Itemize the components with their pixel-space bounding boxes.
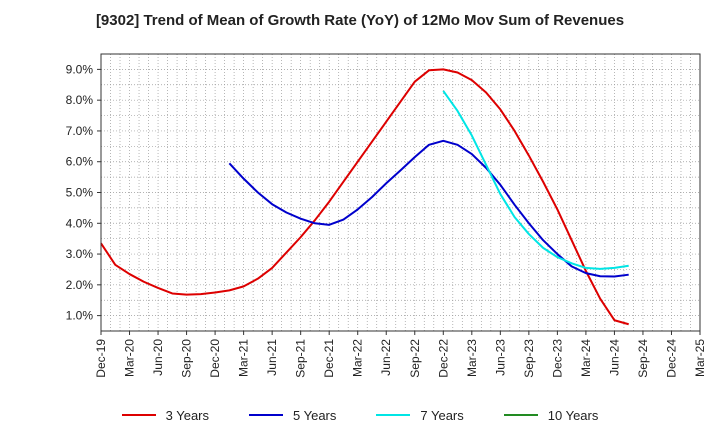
chart-title: [9302] Trend of Mean of Growth Rate (YoY… [95, 12, 625, 29]
x-tick-label: Jun-22 [379, 339, 393, 376]
x-tick-label: Dec-20 [208, 339, 222, 378]
legend-item: 7 Years [376, 407, 464, 423]
x-tick-label: Mar-24 [579, 339, 593, 377]
x-tick-label: Jun-24 [607, 339, 621, 376]
legend-label: 10 Years [547, 407, 599, 423]
legend-item: 10 Years [503, 407, 599, 423]
y-tick-label: 4.0% [66, 216, 94, 230]
legend-item: 5 Years [249, 408, 336, 423]
legend-label: 3 Years [165, 407, 209, 423]
legend-swatch [249, 414, 283, 416]
x-tick-label: Sep-20 [180, 339, 194, 378]
legend-swatch [121, 414, 156, 416]
plot-frame [100, 53, 701, 332]
x-tick-label: Dec-23 [550, 339, 564, 378]
x-tick-label: Dec-21 [322, 339, 336, 378]
y-tick-label: 6.0% [66, 155, 94, 169]
series-line-7-years [442, 90, 629, 270]
x-tick-label: Mar-22 [351, 339, 365, 377]
y-tick-label: 9.0% [66, 62, 94, 76]
y-tick-label: 2.0% [66, 278, 94, 292]
y-tick-label: 8.0% [66, 93, 94, 107]
x-tick-label: Dec-19 [94, 339, 108, 378]
x-axis: Dec-19 Mar-20 Jun-20 Sep-20 Dec-20 Mar-21 Jun-… [94, 331, 707, 378]
legend-swatch [376, 414, 411, 416]
legend-label: 5 Years [293, 407, 337, 423]
series-line-5-years [228, 139, 629, 278]
y-tick-label: 5.0% [66, 186, 94, 200]
x-tick-label: Mar-23 [465, 339, 479, 377]
legend-label: 7 Years [420, 407, 464, 423]
x-tick-label: Sep-24 [636, 339, 650, 378]
x-tick-label: Jun-23 [493, 339, 507, 376]
y-tick-label: 1.0% [66, 309, 94, 323]
x-tick-label: Sep-23 [522, 339, 536, 378]
x-tick-label: Sep-22 [408, 339, 422, 378]
x-tick-label: Mar-25 [693, 339, 707, 377]
legend-item: 3 Years [121, 407, 209, 423]
x-tick-label: Sep-21 [294, 339, 308, 378]
grid [100, 53, 701, 331]
series-line-3-years [100, 68, 629, 326]
y-tick-label: 7.0% [66, 124, 94, 138]
x-tick-label: Dec-24 [664, 339, 678, 378]
series-layer [100, 68, 629, 326]
x-tick-label: Mar-20 [123, 339, 137, 377]
x-tick-label: Dec-22 [436, 339, 450, 378]
y-axis: 1.0% 2.0% 3.0% 4.0% 5.0% 6.0% 7.0% 8.0% 9.0% [66, 62, 101, 323]
x-tick-label: Jun-21 [265, 339, 279, 376]
y-tick-label: 3.0% [66, 247, 94, 261]
x-tick-label: Mar-21 [237, 339, 251, 377]
legend: 3 Years 5 Years 7 Years 10 Years [0, 404, 720, 426]
legend-swatch [503, 414, 538, 416]
x-tick-label: Jun-20 [151, 339, 165, 376]
